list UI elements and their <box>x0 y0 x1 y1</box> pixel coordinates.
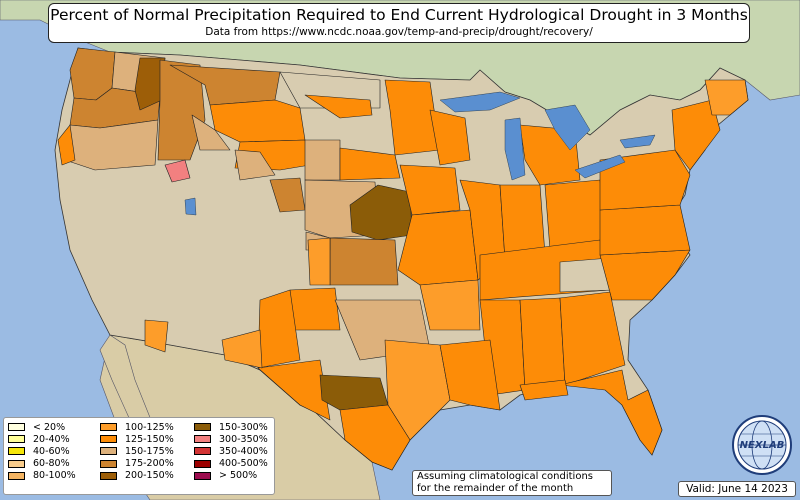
note-line-2: for the remainder of the month <box>417 483 574 494</box>
legend-item: 60-80% <box>8 458 76 470</box>
legend-item: 80-100% <box>8 470 76 482</box>
globe-logo-icon: NEXLAB <box>731 414 793 476</box>
legend-swatch <box>194 423 211 432</box>
region-texas-central <box>319 374 389 411</box>
legend-item: 150-175% <box>100 445 174 457</box>
great-salt-lake <box>184 197 197 216</box>
legend-swatch <box>194 435 211 444</box>
region-georgia <box>559 291 626 386</box>
region-louisiana <box>439 339 501 411</box>
legend-label: 125-150% <box>125 433 174 445</box>
region-colorado-south <box>307 237 331 286</box>
region-oregon-south <box>64 119 159 171</box>
region-idaho-south <box>164 159 191 183</box>
legend: < 20% 20-40% 40-60% 60-80% 80-100% 100-125% 1… <box>3 417 275 495</box>
region-dakota-mid <box>304 94 373 119</box>
region-nebraska <box>339 147 401 181</box>
legend-label: 300-350% <box>219 433 268 445</box>
valid-date: Valid: June 14 2023 <box>678 481 796 497</box>
region-minnesota-orange <box>384 79 441 156</box>
region-idaho-central <box>157 59 206 161</box>
legend-label: 150-300% <box>219 421 268 433</box>
region-texas-east <box>384 339 451 441</box>
legend-swatch <box>194 471 211 480</box>
region-oregon-coast <box>57 124 76 166</box>
legend-label: 175-200% <box>125 458 174 470</box>
lake-superior <box>439 91 521 113</box>
region-maine <box>704 79 749 116</box>
great-lakes <box>184 91 656 216</box>
region-arizona-south <box>221 329 263 369</box>
legend-label: 400-500% <box>219 458 268 470</box>
legend-label: 60-80% <box>33 458 70 470</box>
legend-swatch <box>194 447 211 456</box>
legend-swatch <box>100 435 117 444</box>
region-ohio <box>544 179 606 251</box>
legend-swatch <box>8 459 25 468</box>
legend-item: 40-60% <box>8 445 76 457</box>
region-arkansas <box>419 279 481 331</box>
region-idaho-north <box>134 57 166 111</box>
legend-label: > 500% <box>219 470 258 482</box>
legend-label: 150-175% <box>125 445 174 457</box>
lake-erie <box>574 154 626 179</box>
legend-item: 150-300% <box>194 421 268 433</box>
legend-column-1: < 20% 20-40% 40-60% 60-80% 80-100% <box>8 421 76 482</box>
legend-label: 80-100% <box>33 470 76 482</box>
legend-item: 400-500% <box>194 458 268 470</box>
region-iowa <box>399 164 461 216</box>
legend-item: < 20% <box>8 421 76 433</box>
title-box: Percent of Normal Precipitation Required… <box>48 3 750 43</box>
region-florida <box>559 369 663 456</box>
region-montana-east <box>191 114 231 151</box>
legend-swatch <box>194 459 211 468</box>
legend-swatch <box>8 447 25 456</box>
legend-label: 40-60% <box>33 445 70 457</box>
region-texas-panhandle <box>289 287 341 331</box>
lake-michigan <box>504 117 526 181</box>
assumption-note: Assuming climatological conditions for t… <box>412 470 612 496</box>
legend-swatch <box>100 447 117 456</box>
legend-item: 350-400% <box>194 445 268 457</box>
legend-item: > 500% <box>194 470 268 482</box>
legend-label: 350-400% <box>219 445 268 457</box>
legend-item: 20-40% <box>8 433 76 445</box>
region-florida-panhandle <box>519 379 569 401</box>
legend-item: 125-150% <box>100 433 174 445</box>
map-title: Percent of Normal Precipitation Required… <box>50 6 748 24</box>
legend-label: 100-125% <box>125 421 174 433</box>
region-arizona-sw <box>144 319 169 353</box>
legend-label: < 20% <box>33 421 66 433</box>
legend-column-2: 100-125% 125-150% 150-175% 175-200% 200-150% <box>100 421 174 482</box>
region-virginia <box>599 204 691 256</box>
region-nebraska-west <box>304 139 341 181</box>
legend-item: 100-125% <box>100 421 174 433</box>
region-alabama <box>519 297 566 391</box>
region-wisconsin <box>429 109 471 166</box>
region-texas-south <box>339 404 411 471</box>
legend-column-3: 150-300% 300-350% 350-400% 400-500% > 500% <box>194 421 268 482</box>
region-texas-west <box>257 359 331 421</box>
legend-swatch <box>100 423 117 432</box>
region-wyoming-south <box>234 149 276 181</box>
map-source: Data from https://www.ncdc.noaa.gov/temp… <box>205 26 593 38</box>
legend-label: 200-150% <box>125 470 174 482</box>
lake-ontario <box>619 134 656 149</box>
legend-swatch <box>100 471 117 480</box>
legend-swatch <box>8 471 25 480</box>
region-pennsylvania-ny <box>599 149 691 211</box>
lake-huron <box>544 104 591 151</box>
legend-swatch <box>8 435 25 444</box>
legend-label: 20-40% <box>33 433 70 445</box>
region-oklahoma-north <box>329 237 399 286</box>
legend-item: 175-200% <box>100 458 174 470</box>
legend-swatch <box>100 459 117 468</box>
legend-item: 300-350% <box>194 433 268 445</box>
legend-item: 200-150% <box>100 470 174 482</box>
logo-text: NEXLAB <box>740 440 785 451</box>
legend-swatch <box>8 423 25 432</box>
note-line-1: Assuming climatological conditions <box>417 471 593 482</box>
